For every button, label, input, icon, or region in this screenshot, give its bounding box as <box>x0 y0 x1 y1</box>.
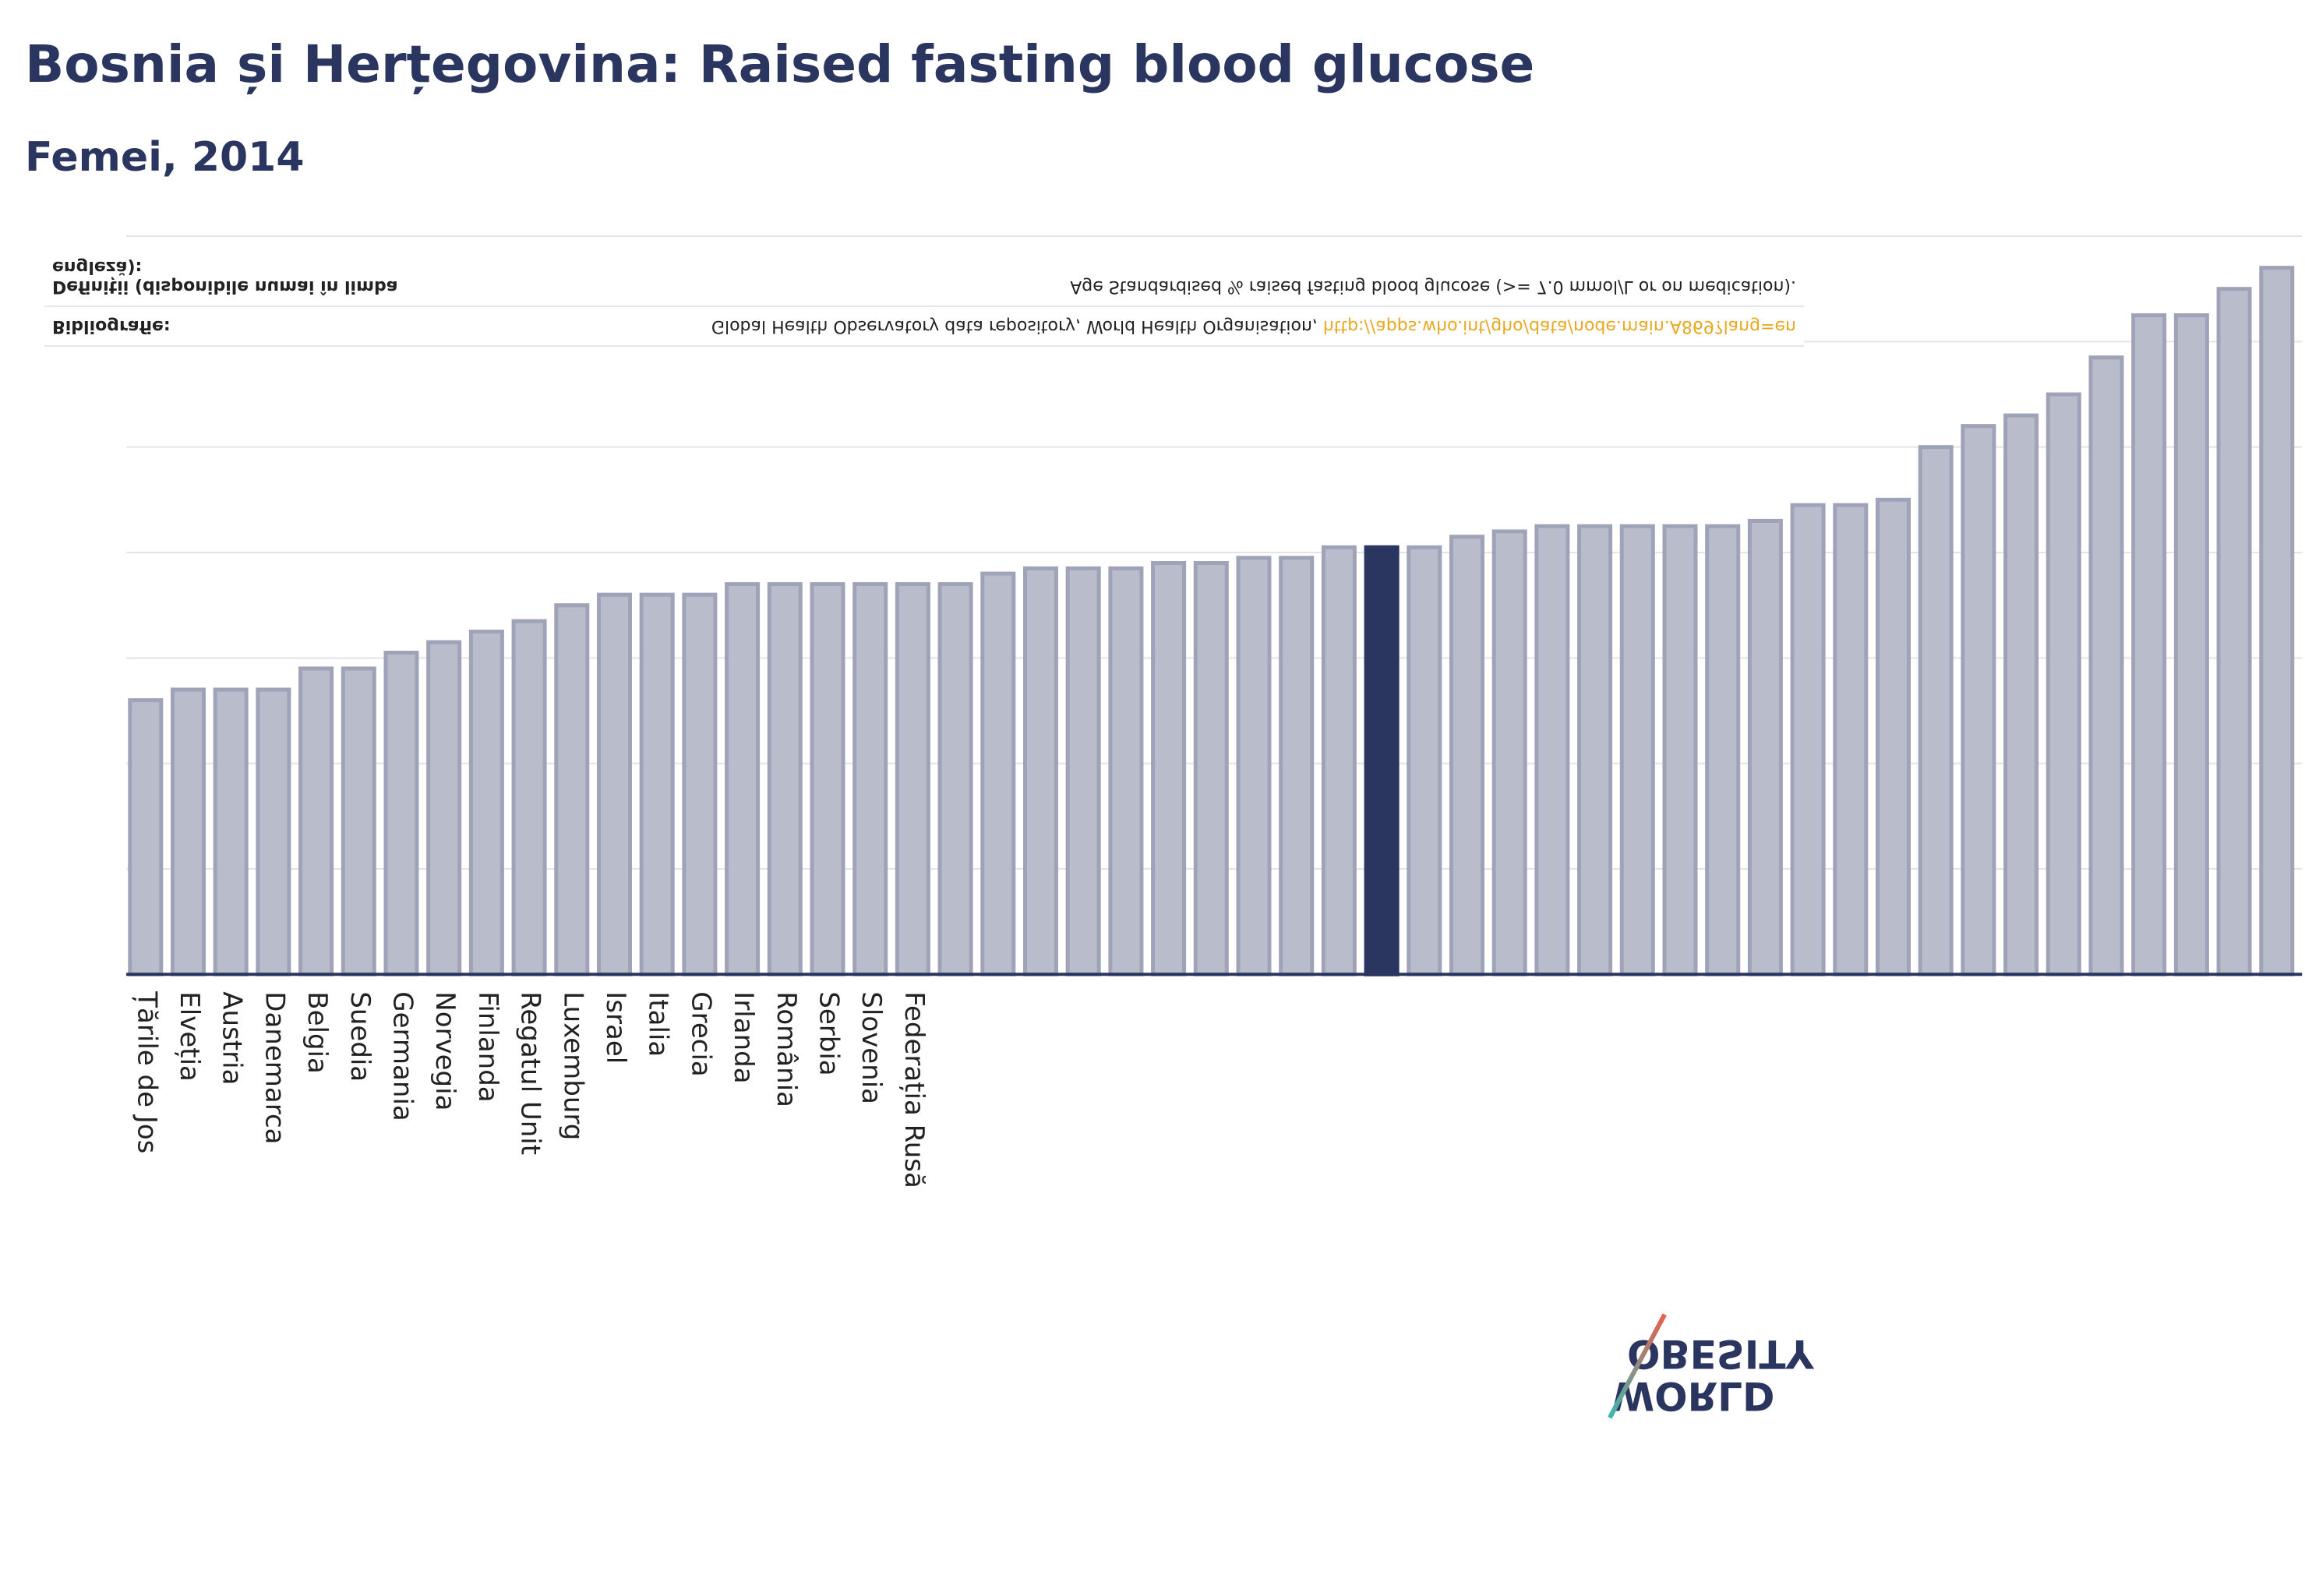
bar <box>468 629 504 976</box>
bar <box>852 582 888 976</box>
bar <box>1705 524 1741 976</box>
x-tick-label: Italia <box>643 991 674 1057</box>
bar <box>1577 524 1613 976</box>
bar <box>810 582 845 976</box>
bar <box>1151 561 1187 976</box>
bar <box>341 666 376 976</box>
notes-row: Definiții (disponibile numai în limba en… <box>44 248 1804 307</box>
bar <box>2131 313 2167 976</box>
bar <box>1790 503 1826 976</box>
bar <box>596 592 632 976</box>
notes-table: Bibliografie: Global Health Observatory … <box>44 248 1804 347</box>
x-tick-label: Federația Rusă <box>898 991 930 1188</box>
bar <box>1875 497 1911 976</box>
bar <box>511 619 547 976</box>
bar <box>298 666 334 976</box>
bar <box>554 603 590 976</box>
bar <box>213 687 249 976</box>
chart-subtitle: Femei, 2014 <box>25 134 305 181</box>
bar <box>2088 355 2124 976</box>
notes-label: Bibliografie: <box>52 316 171 336</box>
bar <box>256 687 291 976</box>
notes-value: Global Health Observatory data repositor… <box>457 316 1796 336</box>
x-tick-label: Luxemburg <box>557 991 588 1140</box>
bar <box>1279 556 1315 976</box>
bar <box>682 592 718 976</box>
x-tick-label: Norvegia <box>429 991 461 1110</box>
x-tick-label: Irlanda <box>728 991 759 1083</box>
notes-label: Definiții (disponibile numai în limba en… <box>52 257 398 296</box>
bar <box>1534 524 1570 976</box>
x-tick-label: Austria <box>217 991 248 1085</box>
bar <box>1619 524 1655 976</box>
x-tick-label: Țările de Jos <box>131 990 162 1153</box>
bar <box>383 651 419 976</box>
x-tick-label: Germania <box>387 991 418 1121</box>
bar <box>2259 266 2295 976</box>
x-tick-label: România <box>771 991 802 1107</box>
notes-link[interactable]: http://apps.who.int/gho/data/node.main.A… <box>1322 316 1796 336</box>
bar <box>1022 566 1058 976</box>
bar <box>1449 535 1484 976</box>
bar <box>767 582 803 976</box>
bar <box>1193 561 1229 976</box>
bar <box>426 640 462 976</box>
bar <box>170 687 206 976</box>
bar <box>1918 445 1954 976</box>
x-tick-label: Belgia <box>302 991 333 1074</box>
notes-text: Global Health Observatory data repositor… <box>711 316 1323 336</box>
x-tick-label: Danemarca <box>259 991 290 1144</box>
bar <box>1065 566 1101 976</box>
x-tick-label: Finlanda <box>472 991 503 1102</box>
x-tick-label: Grecia <box>685 991 716 1076</box>
bar <box>2216 287 2252 976</box>
bar <box>895 582 930 976</box>
bar <box>1961 424 1996 976</box>
notes-row: Bibliografie: Global Health Observatory … <box>44 307 1804 347</box>
bar <box>1662 524 1698 976</box>
bar <box>2046 392 2081 976</box>
x-tick-label: Regatul Unit <box>515 991 546 1155</box>
logo: WORLD OBESITY <box>1608 1313 1814 1419</box>
bar <box>980 571 1016 976</box>
bar <box>128 697 164 976</box>
bar <box>1407 545 1442 976</box>
chart-title: Bosnia și Herțegovina: Raised fasting bl… <box>25 34 1535 94</box>
bar <box>725 582 761 976</box>
bar <box>1833 503 1869 976</box>
x-tick-label: Suedia <box>344 991 376 1082</box>
logo-word: WORLD <box>1611 1373 1775 1418</box>
x-tick-label: Israel <box>600 991 631 1064</box>
bar <box>2003 413 2039 976</box>
notes-value: Age Standardised % raised fasting blood … <box>1070 277 1796 296</box>
x-tick-label: Slovenia <box>856 991 887 1104</box>
bar <box>1491 529 1527 976</box>
bar <box>1321 545 1357 976</box>
bar <box>1108 566 1144 976</box>
bar <box>2173 313 2209 976</box>
bar <box>1364 545 1400 976</box>
bar <box>639 592 675 976</box>
x-tick-label: Elveția <box>174 991 205 1082</box>
x-tick-label: Serbia <box>813 991 844 1075</box>
bar <box>1747 518 1783 976</box>
bar <box>1236 556 1272 976</box>
bar <box>937 582 973 976</box>
